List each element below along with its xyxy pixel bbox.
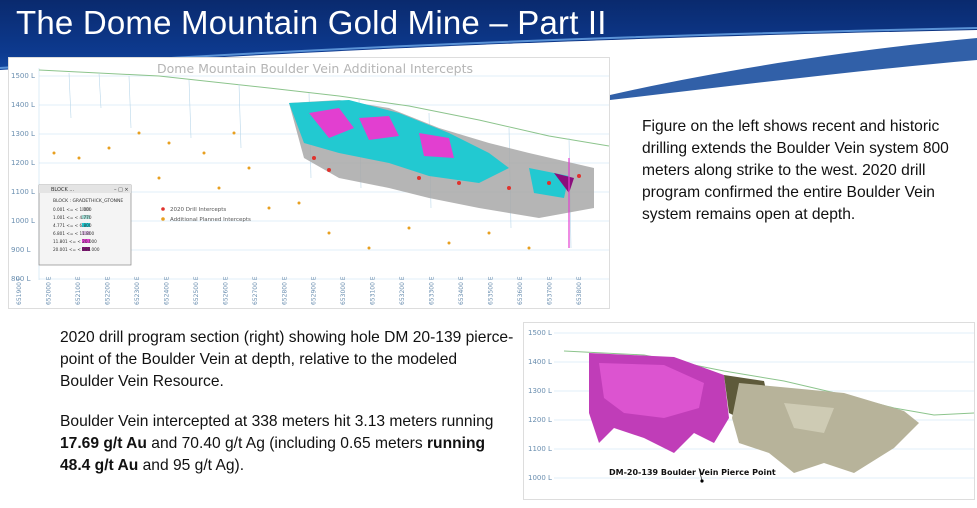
legend-heading: BLOCK : GRADETHICK_GTONNE: [53, 198, 123, 204]
legend-row: 0.001 <= < 1.000: [53, 207, 92, 212]
easting-label: 652400 E: [163, 276, 170, 305]
elev-label: 900 L: [11, 246, 31, 254]
easting-label: 652900 E: [311, 276, 318, 305]
pierce-point-marker: [700, 479, 704, 483]
easting-label: 652100 E: [75, 276, 82, 305]
easting-label: 653000 E: [340, 276, 347, 305]
easting-label: 653500 E: [488, 276, 495, 305]
legend-row: 4.771 <= < 6.800: [53, 223, 92, 228]
easting-label: 653200 E: [399, 276, 406, 305]
easting-label: 652800 E: [281, 276, 288, 305]
elev-label: 1300 L: [528, 387, 552, 395]
legend-row: 11.801 <= < 20.000: [53, 239, 97, 244]
pierce-point-label: DM-20-139 Boulder Vein Pierce Point: [609, 468, 776, 477]
easting-label: 652200 E: [104, 276, 111, 305]
elev-label: 1500 L: [11, 72, 35, 80]
easting-label: 652300 E: [134, 276, 141, 305]
figure-description: Figure on the left shows recent and hist…: [642, 118, 949, 223]
elev-label: 1400 L: [528, 358, 552, 366]
vein-model: [289, 100, 594, 248]
resource-model: [589, 353, 919, 473]
easting-label: 652500 E: [193, 276, 200, 305]
easting-label: 653600 E: [517, 276, 524, 305]
easting-label: 652700 E: [252, 276, 259, 305]
elev-label: 1000 L: [528, 474, 552, 482]
elev-label: 1000 L: [11, 217, 35, 225]
easting-label: 652000 E: [45, 276, 52, 305]
au-grade-bold: 17.69 g/t Au: [60, 435, 147, 452]
legend-row: 20.001 <= < 999.000: [53, 247, 100, 252]
slide-title: The Dome Mountain Gold Mine – Part II: [16, 4, 607, 41]
elev-label: 1300 L: [11, 130, 35, 138]
paragraph-drill-section: 2020 drill program section (right) showi…: [60, 329, 514, 390]
text-run: and 95 g/t Ag).: [138, 457, 245, 474]
legend-window-controls: – □ ×: [114, 187, 129, 193]
easting-label: 653700 E: [547, 276, 554, 305]
text-run: and 70.40 g/t Ag (including 0.65 meters: [146, 435, 427, 452]
elev-label: 1100 L: [11, 188, 35, 196]
elev-label: 1200 L: [11, 159, 35, 167]
easting-label: 653100 E: [370, 276, 377, 305]
legend-2020-label: 2020 Drill Intercepts: [170, 207, 226, 213]
drill-intercepts-2020: [312, 156, 581, 190]
easting-label: 653400 E: [458, 276, 465, 305]
easting-axis: 651900 E 652000 E 652100 E 652200 E 652300 E…: [16, 276, 583, 305]
text-run: Boulder Vein intercepted at 338 meters h…: [60, 413, 494, 430]
section-title: Dome Mountain Boulder Vein Additional In…: [157, 61, 473, 76]
legend-planned-label: Additional Planned Intercepts: [170, 217, 251, 223]
cross-section-svg: 1500 L 1400 L 1300 L 1200 L 1100 L 1000 …: [528, 329, 975, 483]
elev-label: 1500 L: [528, 329, 552, 337]
section-description: 2020 drill program section (right) showi…: [60, 327, 515, 495]
planned-intercepts: [52, 131, 531, 250]
elev-label: 800 L: [11, 275, 31, 283]
easting-label: 651900 E: [16, 276, 23, 305]
legend-window-title: BLOCK ...: [51, 187, 75, 193]
au-grade-bold-2: running 48.4 g/t Au: [60, 435, 485, 474]
elev-label: 1200 L: [528, 416, 552, 424]
elev-label: 1100 L: [528, 445, 552, 453]
long-section-figure: 1500 L 1400 L 1300 L 1200 L 1100 L 1000 …: [8, 57, 610, 309]
elev-label: 1400 L: [11, 101, 35, 109]
topography-line: [38, 69, 610, 147]
block-legend-window: BLOCK ... – □ × BLOCK : GRADETHICK_GTONN…: [38, 184, 132, 266]
easting-label: 653800 E: [576, 276, 583, 305]
easting-label: 653300 E: [429, 276, 436, 305]
paragraph-intercept: Boulder Vein intercepted at 338 meters h…: [60, 411, 515, 477]
long-section-svg: 1500 L 1400 L 1300 L 1200 L 1100 L 1000 …: [11, 61, 610, 305]
legend-row: 6.801 <= < 11.800: [53, 231, 94, 236]
easting-label: 652600 E: [222, 276, 229, 305]
legend-row: 1.001 <= < 4.770: [53, 215, 92, 220]
cross-section-figure: 1500 L 1400 L 1300 L 1200 L 1100 L 1000 …: [523, 322, 975, 500]
